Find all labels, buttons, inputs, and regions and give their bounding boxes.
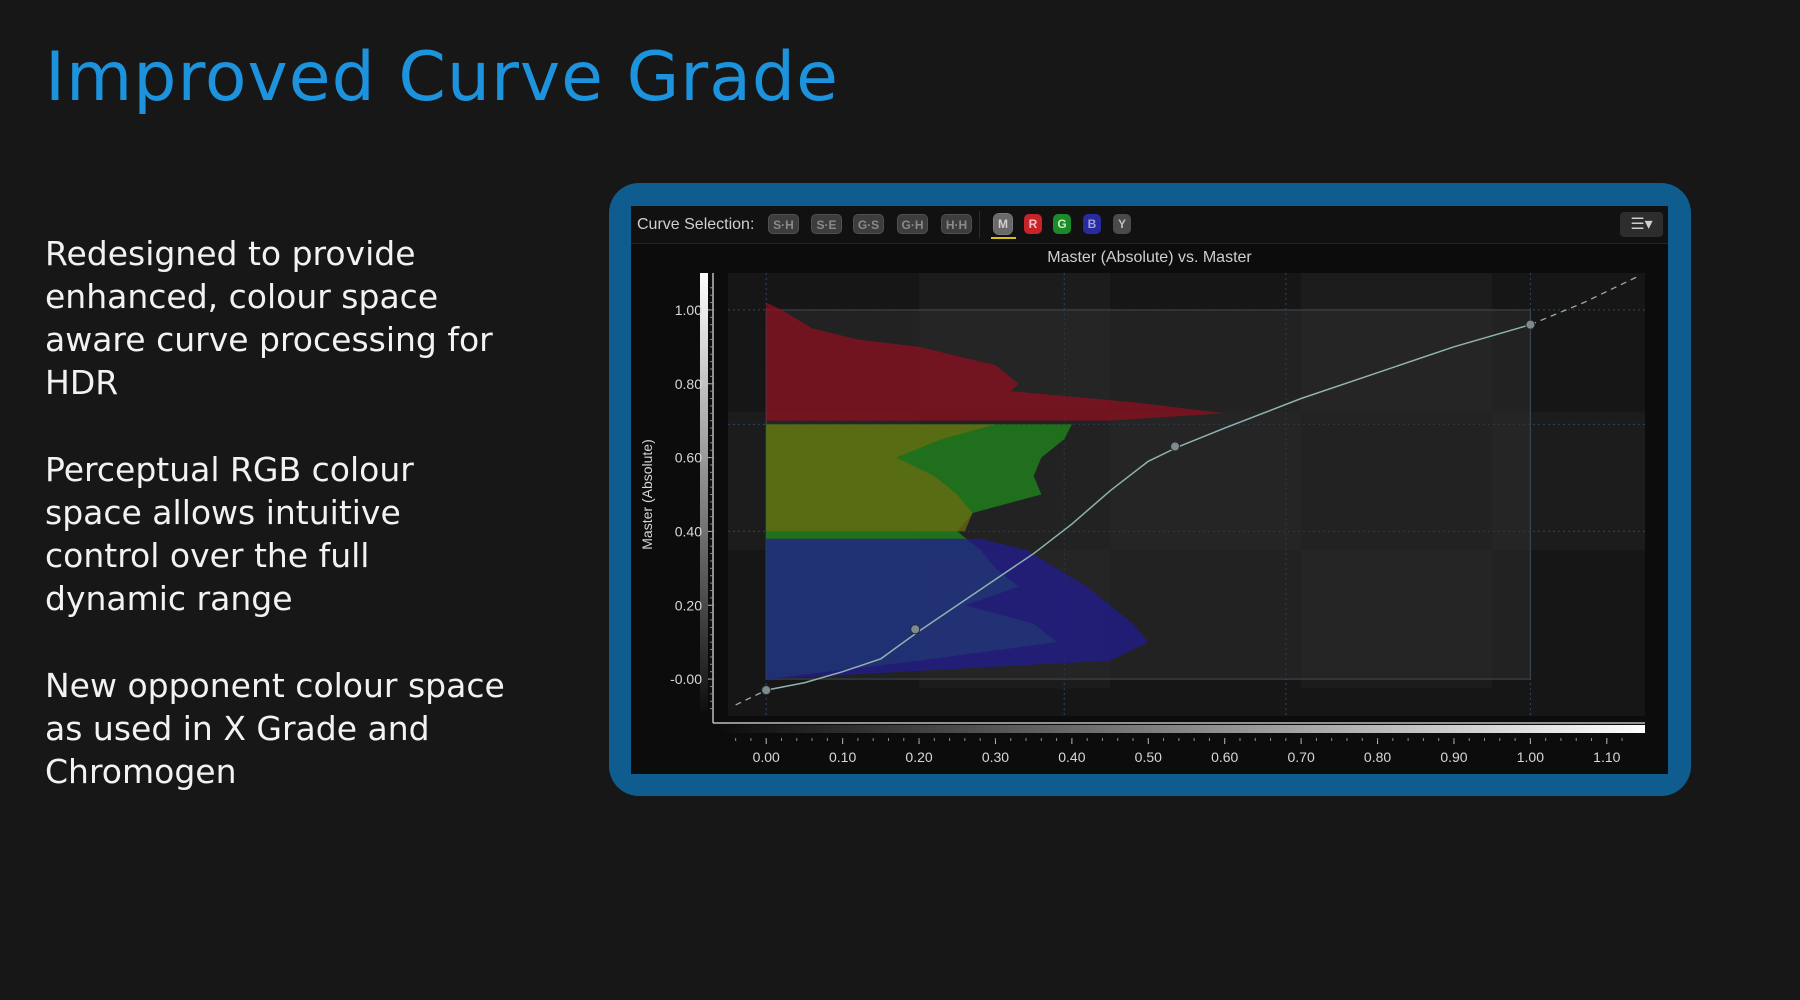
curve-control-point[interactable] — [1170, 441, 1181, 452]
curve-settings-button[interactable]: ☰▾ — [1620, 212, 1663, 237]
slide-title: Improved Curve Grade — [45, 38, 839, 117]
bullet-list: Redesigned to provide enhanced, colour s… — [45, 232, 515, 837]
channel-button-green[interactable]: G — [1053, 214, 1071, 234]
x-tick-label: 0.40 — [1058, 749, 1085, 765]
channel-button-blue[interactable]: B — [1083, 214, 1101, 234]
mode-button-gs[interactable]: G·S — [853, 214, 884, 234]
histogram-blue — [766, 538, 1149, 680]
curve-control-point[interactable] — [1525, 319, 1536, 330]
curve-toolbar: Curve Selection: S·H S·E G·S G·H H·H M R… — [631, 206, 1668, 244]
histogram-red — [766, 302, 1225, 421]
y-tick-label: 0.40 — [675, 523, 702, 539]
mode-button-sh[interactable]: S·H — [768, 214, 799, 234]
x-tick-label: 0.00 — [753, 749, 780, 765]
x-axis-label: Master — [1185, 771, 1228, 774]
y-tick-label: 0.80 — [675, 376, 702, 392]
x-gradient-bar — [720, 725, 1645, 733]
curve-extension-high — [1530, 276, 1638, 326]
bullet-3: New opponent colour space as used in X G… — [45, 666, 505, 791]
curve-control-point[interactable] — [761, 685, 772, 696]
curve-grade-panel: Curve Selection: S·H S·E G·S G·H H·H M R… — [631, 206, 1668, 774]
mode-button-gh[interactable]: G·H — [897, 214, 928, 234]
curve-extension-low — [735, 689, 767, 706]
curve-control-point[interactable] — [910, 624, 921, 635]
sliders-icon: ☰▾ — [1630, 216, 1653, 233]
y-tick-label: 0.60 — [675, 450, 702, 466]
y-axis-label: Master (Absolute) — [639, 439, 655, 549]
y-tick-label: 0.20 — [675, 597, 702, 613]
x-tick-label: 1.10 — [1593, 749, 1620, 765]
chart-title: Master (Absolute) vs. Master — [1047, 249, 1252, 266]
bullet-1: Redesigned to provide enhanced, colour s… — [45, 234, 493, 402]
x-tick-label: 0.60 — [1211, 749, 1238, 765]
channel-button-master[interactable]: M — [993, 213, 1013, 235]
channel-button-y[interactable]: Y — [1113, 214, 1131, 234]
x-tick-label: 0.30 — [982, 749, 1009, 765]
y-tick-label: 1.00 — [675, 302, 702, 318]
active-channel-indicator — [991, 237, 1016, 239]
x-tick-label: 0.20 — [905, 749, 932, 765]
histogram-yellow — [766, 424, 996, 532]
x-tick-label: 0.10 — [829, 749, 856, 765]
y-gradient-bar — [700, 273, 708, 716]
x-tick-label: 0.70 — [1288, 749, 1315, 765]
toolbar-separator — [979, 211, 980, 238]
mode-button-se[interactable]: S·E — [811, 214, 842, 234]
x-tick-label: 0.80 — [1364, 749, 1391, 765]
bullet-2: Perceptual RGB colour space allows intui… — [45, 450, 414, 618]
curve-line — [766, 323, 1531, 691]
x-tick-label: 1.00 — [1517, 749, 1544, 765]
curve-chart[interactable]: 0.00 0.10 0.20 0.30 0.40 0.50 0.60 0.70 0.80 0.90… — [631, 206, 1668, 774]
channel-button-red[interactable]: R — [1024, 214, 1042, 234]
mode-button-hh[interactable]: H·H — [941, 214, 972, 234]
y-tick-label: -0.00 — [670, 671, 702, 687]
x-tick-label: 0.50 — [1135, 749, 1162, 765]
x-tick-label: 0.90 — [1440, 749, 1467, 765]
curve-selection-label: Curve Selection: — [637, 216, 755, 233]
